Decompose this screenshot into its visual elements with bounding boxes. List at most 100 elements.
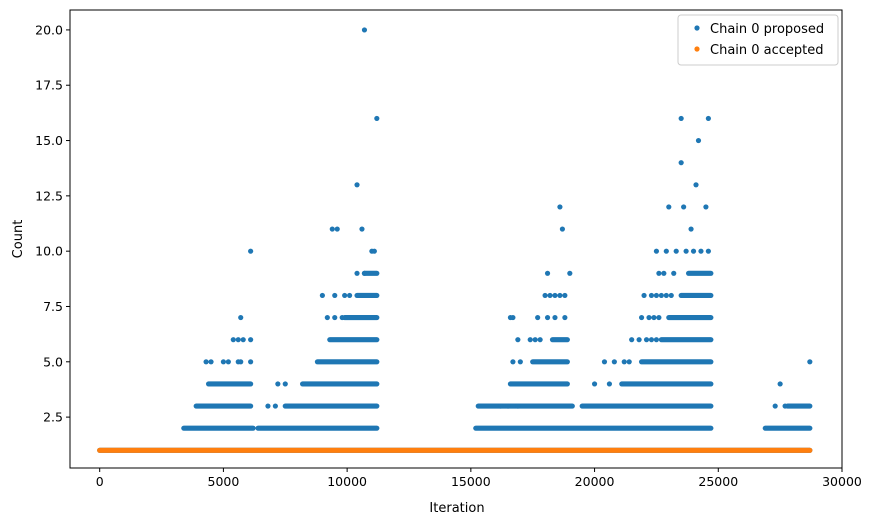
data-point bbox=[510, 314, 516, 321]
data-point bbox=[557, 292, 563, 299]
data-point bbox=[354, 270, 360, 276]
data-point bbox=[698, 248, 704, 254]
data-point bbox=[374, 115, 380, 122]
data-point bbox=[203, 359, 209, 365]
data-point bbox=[668, 292, 674, 299]
data-point bbox=[782, 403, 788, 409]
data-point bbox=[557, 204, 563, 210]
data-point bbox=[671, 270, 677, 276]
data-point bbox=[208, 359, 214, 365]
data-point bbox=[347, 292, 353, 299]
data-point bbox=[693, 182, 699, 188]
data-point bbox=[673, 248, 679, 254]
data-point bbox=[559, 226, 565, 232]
data-point bbox=[230, 337, 236, 343]
data-point bbox=[690, 248, 697, 254]
data-point bbox=[332, 314, 338, 321]
data-point bbox=[354, 182, 360, 188]
data-point bbox=[648, 292, 655, 299]
data-point bbox=[567, 270, 573, 276]
x-tick-label: 15000 bbox=[451, 474, 491, 489]
legend: Chain 0 proposed Chain 0 accepted bbox=[677, 14, 839, 66]
data-point bbox=[666, 204, 672, 210]
data-point bbox=[544, 270, 551, 276]
data-point bbox=[552, 314, 558, 321]
legend-box bbox=[677, 14, 839, 66]
data-point bbox=[248, 359, 254, 365]
data-point bbox=[515, 403, 521, 409]
data-point bbox=[658, 292, 664, 299]
data-point bbox=[777, 381, 783, 387]
data-point bbox=[681, 204, 687, 210]
y-axis-ticks: 2.5 5.0 7.5 10.0 12.5 15.0 17.5 20.0 bbox=[35, 22, 70, 425]
data-point bbox=[332, 292, 338, 299]
data-point bbox=[626, 359, 632, 365]
data-point bbox=[641, 292, 647, 299]
data-point bbox=[663, 248, 669, 254]
data-point bbox=[703, 204, 709, 210]
data-point bbox=[505, 403, 511, 409]
data-point bbox=[653, 248, 660, 254]
data-point bbox=[547, 292, 553, 299]
data-point bbox=[636, 337, 642, 343]
data-point bbox=[535, 314, 541, 321]
data-point bbox=[705, 248, 711, 254]
y-tick-label: 10.0 bbox=[35, 244, 63, 259]
data-point bbox=[240, 337, 246, 343]
data-point bbox=[678, 115, 684, 122]
x-tick-label: 20000 bbox=[575, 474, 615, 489]
x-tick-label: 25000 bbox=[698, 474, 738, 489]
data-point bbox=[648, 337, 655, 343]
data-point bbox=[663, 292, 669, 299]
data-point bbox=[688, 226, 694, 232]
data-point bbox=[220, 359, 227, 365]
data-point bbox=[591, 381, 598, 387]
data-point bbox=[248, 248, 254, 254]
data-point bbox=[361, 27, 368, 33]
data-point bbox=[661, 270, 667, 276]
y-tick-label: 2.5 bbox=[43, 410, 63, 425]
data-point bbox=[537, 337, 543, 343]
data-point bbox=[611, 359, 617, 365]
data-point bbox=[225, 359, 231, 365]
data-point bbox=[515, 337, 521, 343]
data-point bbox=[621, 359, 627, 365]
data-point bbox=[265, 403, 271, 409]
data-point bbox=[238, 314, 244, 321]
x-tick-label: 0 bbox=[96, 474, 104, 489]
data-point bbox=[517, 359, 523, 365]
marks-layer bbox=[97, 27, 813, 453]
data-point bbox=[807, 359, 813, 365]
series-0 bbox=[97, 27, 813, 453]
x-axis-title: Iteration bbox=[429, 501, 484, 516]
data-point bbox=[656, 314, 662, 321]
legend-marker-accepted bbox=[694, 46, 700, 52]
y-tick-label: 5.0 bbox=[43, 354, 63, 369]
data-point bbox=[238, 359, 244, 365]
data-point bbox=[643, 337, 650, 343]
y-tick-label: 7.5 bbox=[43, 299, 63, 314]
data-point bbox=[656, 270, 662, 276]
data-point bbox=[319, 292, 325, 299]
y-tick-label: 15.0 bbox=[35, 133, 63, 148]
x-axis-ticks: 0 5000 10000 15000 20000 25000 30000 bbox=[96, 468, 862, 489]
data-point bbox=[606, 381, 613, 387]
data-point bbox=[542, 292, 548, 299]
data-point bbox=[601, 359, 608, 365]
data-point bbox=[629, 337, 635, 343]
data-point bbox=[527, 337, 533, 343]
data-point bbox=[371, 248, 377, 254]
data-point bbox=[497, 403, 504, 409]
x-tick-label: 10000 bbox=[327, 474, 367, 489]
data-point bbox=[361, 270, 368, 276]
data-point bbox=[638, 314, 645, 321]
legend-label-proposed: Chain 0 proposed bbox=[710, 22, 824, 37]
plot-frame bbox=[69, 9, 843, 469]
data-point bbox=[772, 403, 778, 409]
data-point bbox=[653, 337, 660, 343]
data-point bbox=[339, 314, 345, 321]
data-point bbox=[342, 292, 348, 299]
data-point bbox=[235, 337, 241, 343]
